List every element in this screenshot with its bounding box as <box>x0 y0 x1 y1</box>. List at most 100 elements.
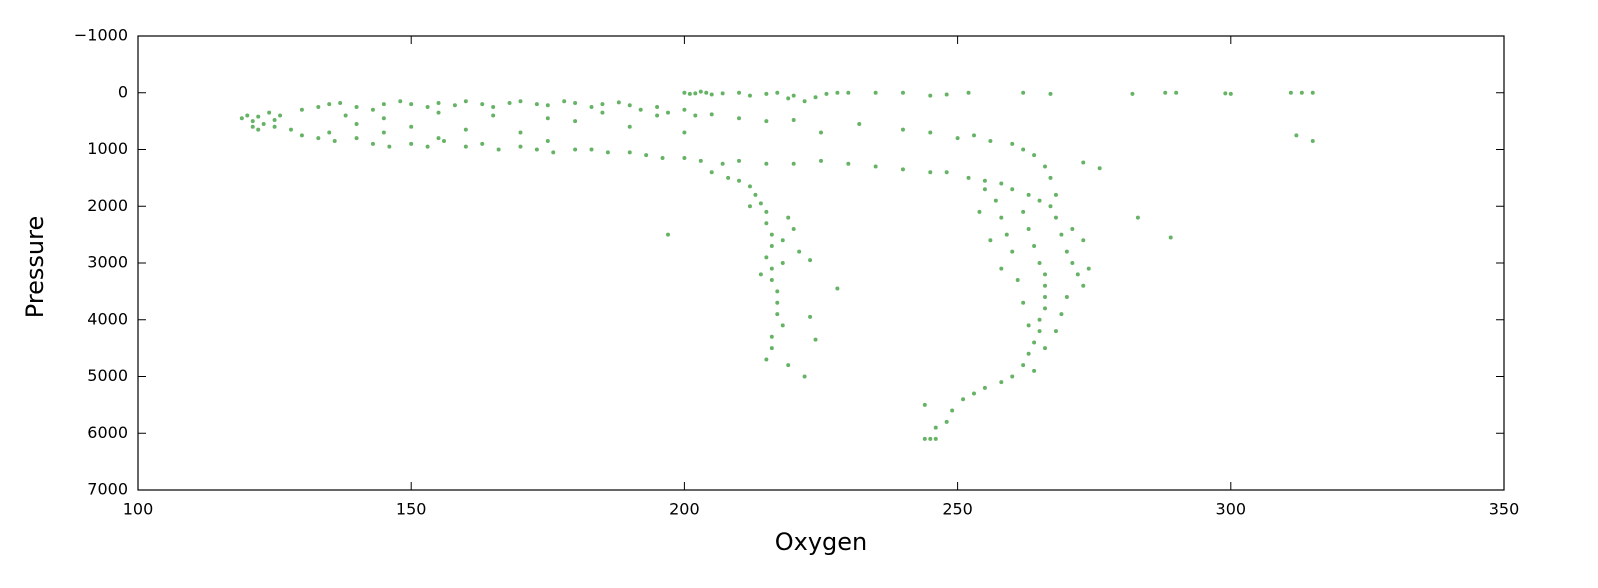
point <box>1026 226 1031 231</box>
point <box>381 130 386 135</box>
point <box>316 136 321 141</box>
point <box>769 266 774 271</box>
point <box>1037 198 1042 203</box>
y-tick-label: 6000 <box>87 423 128 442</box>
point <box>780 323 785 328</box>
point <box>1075 272 1080 277</box>
point <box>747 204 752 209</box>
y-tick-label: 4000 <box>87 309 128 328</box>
point <box>720 161 725 166</box>
point <box>835 286 840 291</box>
point <box>278 113 283 118</box>
point <box>791 226 796 231</box>
point <box>436 110 441 115</box>
point <box>982 187 987 192</box>
x-tick-label: 200 <box>669 500 700 519</box>
point <box>1310 138 1315 143</box>
point <box>693 113 698 118</box>
point <box>846 90 851 95</box>
point <box>955 136 960 141</box>
point <box>518 99 523 104</box>
point <box>370 141 375 146</box>
point <box>562 99 567 104</box>
point <box>737 158 742 163</box>
point <box>1032 153 1037 158</box>
point <box>846 161 851 166</box>
y-tick-label: 2000 <box>87 196 128 215</box>
point <box>797 249 802 254</box>
point <box>873 164 878 169</box>
point <box>545 103 550 108</box>
point <box>1310 90 1315 95</box>
point <box>1010 141 1015 146</box>
point <box>545 116 550 121</box>
point <box>928 170 933 175</box>
point <box>786 215 791 220</box>
point <box>463 127 468 132</box>
point <box>627 124 632 129</box>
point <box>922 402 927 407</box>
point <box>791 161 796 166</box>
point <box>1032 368 1037 373</box>
point <box>1070 261 1075 265</box>
point <box>573 119 578 124</box>
point <box>775 289 780 294</box>
point <box>463 144 468 149</box>
point <box>299 133 304 138</box>
point <box>835 90 840 95</box>
point <box>775 90 780 95</box>
point <box>1021 147 1026 152</box>
point <box>764 161 769 166</box>
point <box>573 147 578 152</box>
point <box>332 138 337 143</box>
point <box>1059 232 1064 237</box>
point <box>1053 192 1058 197</box>
point <box>1228 91 1233 96</box>
point <box>480 141 485 146</box>
point <box>666 110 671 115</box>
y-axis-label: Pressure <box>21 216 49 318</box>
point <box>250 124 255 129</box>
point <box>944 419 949 424</box>
point <box>769 346 774 351</box>
point <box>737 90 742 95</box>
point <box>933 425 938 430</box>
point <box>769 278 774 283</box>
point <box>802 99 807 104</box>
point <box>1026 192 1031 197</box>
point <box>693 91 698 96</box>
point <box>780 261 785 265</box>
point <box>1043 295 1048 300</box>
point <box>704 90 709 95</box>
point <box>627 150 632 155</box>
point <box>1294 133 1299 138</box>
x-tick-label: 350 <box>1489 500 1520 519</box>
point <box>327 102 332 107</box>
point <box>288 127 293 132</box>
point <box>655 104 660 109</box>
point <box>758 201 763 206</box>
point <box>1059 312 1064 317</box>
point <box>758 272 763 277</box>
point <box>928 93 933 98</box>
point <box>737 178 742 183</box>
point <box>1026 351 1031 356</box>
point <box>764 209 769 214</box>
point <box>1032 340 1037 345</box>
point <box>857 121 862 126</box>
point <box>409 124 414 129</box>
point <box>1097 166 1102 171</box>
y-tick-label: −1000 <box>74 26 128 45</box>
point <box>256 114 261 119</box>
point <box>1064 249 1069 254</box>
point <box>534 147 539 152</box>
point <box>966 90 971 95</box>
point <box>993 198 998 203</box>
point <box>775 300 780 305</box>
point <box>764 91 769 96</box>
point <box>666 232 671 237</box>
point <box>1010 187 1015 192</box>
point <box>518 144 523 149</box>
point <box>600 102 605 107</box>
x-tick-label: 300 <box>1216 500 1247 519</box>
